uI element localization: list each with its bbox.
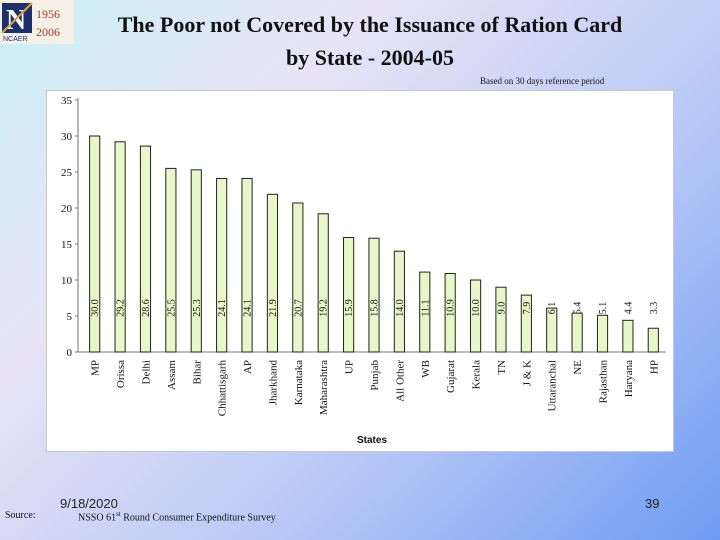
category-label: Bihar (191, 360, 203, 385)
category-label: MP (90, 360, 102, 376)
bar (139, 145, 152, 353)
y-tick-label: 10 (61, 275, 73, 287)
category-label: Haryana (623, 360, 635, 397)
logo-brand: NCAER (3, 36, 28, 43)
reference-note: Based on 30 days reference period (480, 76, 605, 86)
bar (419, 271, 431, 353)
data-label: 21.9 (268, 299, 279, 317)
date: 9/18/2020 (60, 496, 118, 511)
bar (546, 307, 558, 353)
bar (520, 294, 532, 353)
bar (647, 327, 659, 353)
data-label: 9.0 (496, 302, 507, 315)
y-tick-label: 20 (61, 203, 73, 215)
data-label: 19.2 (319, 299, 330, 317)
bar (165, 167, 177, 353)
y-tick-label: 0 (67, 347, 73, 359)
y-tick-label: 25 (61, 167, 73, 179)
page-number: 39 (645, 496, 660, 511)
source-label: Source: (5, 510, 36, 521)
category-label: Chhattisgarh (217, 360, 229, 417)
category-label: Kerala (471, 360, 483, 389)
bar (469, 279, 482, 353)
data-label: 30.0 (90, 299, 101, 317)
category-label: Karnataka (293, 360, 305, 405)
ncaer-logo: N NCAER 1956 2006 (0, 0, 74, 44)
data-label: 20.7 (293, 299, 304, 317)
title-line-2: by State - 2004-05 (285, 45, 455, 70)
data-label: 7.9 (522, 302, 533, 315)
data-label: 25.5 (166, 299, 177, 317)
category-label: Assam (166, 360, 178, 390)
bar (114, 141, 126, 353)
category-label: UP (344, 360, 356, 374)
data-label: 15.8 (370, 299, 381, 317)
bar (622, 319, 634, 353)
data-label: 4.4 (623, 302, 634, 315)
data-label: 3.3 (649, 302, 660, 315)
bar (266, 193, 279, 353)
category-label: Maharashtra (318, 360, 330, 415)
data-label: 11.1 (420, 299, 431, 316)
title-line-1: The Poor not Covered by the Issuance of … (117, 12, 623, 37)
data-label: 14.0 (395, 299, 406, 317)
category-label: Gujarat (445, 360, 457, 393)
bar (216, 177, 228, 353)
category-label: TN (496, 360, 508, 375)
data-label: 29.2 (116, 299, 127, 317)
bar (393, 250, 405, 353)
source-citation: NSSO 61st Round Consumer Expenditure Sur… (78, 510, 276, 523)
category-label: J & K (521, 360, 533, 386)
bar (89, 135, 101, 353)
bar (241, 177, 253, 353)
data-label: 24.1 (243, 299, 254, 317)
y-tick-label: 5 (67, 311, 73, 323)
bar (596, 314, 609, 353)
logo-year-top: 1956 (36, 7, 60, 21)
bar (317, 213, 329, 353)
bar (368, 237, 380, 353)
category-label: Orissa (115, 360, 127, 388)
logo-year-bottom: 2006 (36, 25, 60, 39)
data-label: 5.4 (573, 302, 584, 315)
data-label: 15.9 (344, 299, 355, 317)
bar (571, 312, 583, 353)
survey-suffix: Round Consumer Expenditure Survey (120, 512, 276, 524)
bar (190, 169, 202, 353)
data-label: 28.6 (141, 299, 152, 317)
bar (343, 237, 355, 353)
survey-prefix: NSSO 61 (78, 512, 117, 524)
data-label: 24.1 (217, 299, 228, 317)
category-label: Punjab (369, 360, 381, 391)
bar (444, 273, 456, 353)
category-label: AP (242, 360, 254, 374)
y-tick-label: 35 (61, 95, 73, 107)
category-label: Uttaranchal (547, 360, 559, 411)
data-label: 10.9 (446, 299, 457, 317)
category-label: Jharkhand (267, 360, 279, 406)
survey-superscript: st (116, 510, 121, 518)
bar-chart: 0 5 10 15 20 25 30 35 30.0 MP 29.2 Orissa 28.6 Delhi 2… (61, 95, 666, 446)
y-tick-label: 15 (61, 239, 73, 251)
category-label: WB (420, 360, 432, 378)
bar (495, 286, 507, 353)
data-label: 5.1 (598, 302, 609, 315)
page-title: The Poor not Covered by the Issuance of … (80, 8, 660, 74)
category-label: HP (648, 360, 660, 374)
category-label: Delhi (140, 360, 152, 384)
data-label: 25.3 (192, 299, 203, 317)
category-label: NE (572, 360, 584, 375)
logo-letter: N (6, 5, 26, 36)
y-tick-label: 30 (61, 131, 73, 143)
data-label: 10.0 (471, 299, 482, 317)
category-label: All Other (394, 360, 406, 402)
bar (292, 202, 304, 353)
data-label: 6.1 (547, 302, 558, 315)
x-axis-title: States (357, 435, 387, 446)
category-label: Rajasthan (598, 360, 610, 404)
